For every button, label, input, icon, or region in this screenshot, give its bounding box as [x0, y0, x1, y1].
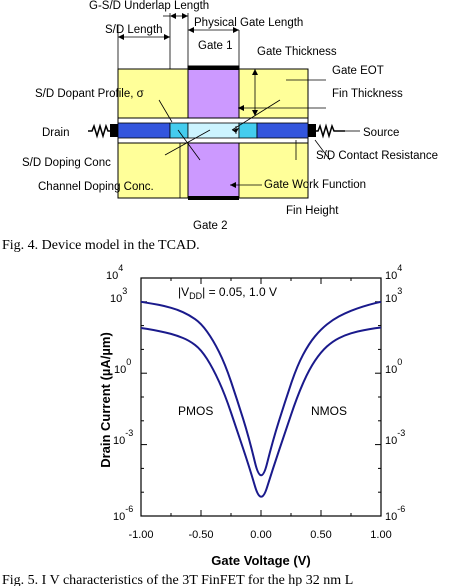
ytick-right-3: 103	[385, 286, 402, 305]
ytick-right-4: 104	[385, 263, 402, 282]
gate2-label: Gate 2	[193, 220, 228, 232]
source-profile	[238, 122, 258, 139]
gate1-label: Gate 1	[198, 40, 233, 52]
gate1-block	[187, 65, 240, 119]
gate1-contact	[188, 66, 239, 70]
xtick-050: 0.50	[310, 529, 331, 541]
drain-region	[117, 122, 171, 139]
ytick-left-m6: 10-6	[113, 504, 133, 523]
ytick-right-0: 100	[385, 357, 402, 376]
ytick-left-m3: 10-3	[113, 428, 133, 447]
device-diagram: G-S/D Underlap Length S/D Length Physica…	[22, 0, 438, 232]
drain-resistor	[88, 123, 110, 139]
xtick-100: 1.00	[370, 529, 391, 541]
vdd-annotation: |VDD| = 0.05, 1.0 V	[178, 285, 277, 301]
source-region	[256, 122, 309, 139]
ytick-left-3: 103	[110, 286, 127, 305]
ytick-left-4: 104	[106, 263, 123, 282]
channel-doping-label: Channel Doping Conc.	[38, 181, 154, 193]
nmos-label: NMOS	[311, 404, 347, 418]
idvg-chart: 104 103 100 10-3 10-6 104 103 100 10-3 1…	[98, 263, 405, 568]
sd-doping-label: S/D Doping Conc	[22, 157, 111, 169]
drain-profile	[169, 122, 189, 139]
fig4-caption: Fig. 4. Device model in the TCAD.	[2, 238, 200, 253]
ytick-right-m3: 10-3	[385, 428, 405, 447]
gate2-contact	[188, 196, 239, 200]
sd-length-label: S/D Length	[105, 24, 163, 36]
xtick-m050: -0.50	[188, 529, 213, 541]
pmos-label: PMOS	[178, 404, 213, 418]
y-tick-labels-left: 104 103 100 10-3 10-6	[106, 263, 133, 523]
series-line-1	[140, 300, 382, 477]
fin-height-label: Fin Height	[286, 205, 339, 217]
dimension-arrowheads	[118, 13, 258, 188]
fin-thickness-label: Fin Thickness	[332, 88, 403, 100]
series-line-2	[140, 326, 382, 498]
y-axis-title: Drain Current (µA/µm)	[98, 332, 113, 468]
source-label: Source	[363, 127, 399, 139]
underlap-label: G-S/D Underlap Length	[89, 0, 209, 12]
gate2-block	[187, 142, 240, 199]
xtick-000: 0.00	[250, 529, 271, 541]
x-tick-labels: -1.00 -0.50 0.00 0.50 1.00	[128, 529, 391, 541]
fig5-caption: Fig. 5. I V characteristics of the 3T Fi…	[2, 573, 353, 586]
dopant-profile-label: S/D Dopant Profile, σ	[35, 88, 144, 100]
work-function-label: Gate Work Function	[264, 179, 366, 191]
gate-thickness-label: Gate Thickness	[257, 46, 337, 58]
x-axis-title: Gate Voltage (V)	[211, 553, 310, 568]
xtick-m100: -1.00	[128, 529, 153, 541]
sd-contact-label: S/D Contact Resistance	[316, 150, 438, 162]
series-group	[140, 300, 382, 498]
drain-contact	[110, 124, 118, 137]
drain-label: Drain	[42, 127, 69, 139]
channel-region	[187, 122, 240, 139]
source-resistor	[316, 123, 345, 139]
phys-gate-label: Physical Gate Length	[194, 17, 303, 29]
gate-eot-label: Gate EOT	[332, 65, 384, 77]
ytick-left-0: 100	[114, 357, 131, 376]
ytick-right-m6: 10-6	[385, 504, 405, 523]
y-tick-labels-right: 104 103 100 10-3 10-6	[385, 263, 405, 523]
source-contact	[308, 124, 316, 137]
